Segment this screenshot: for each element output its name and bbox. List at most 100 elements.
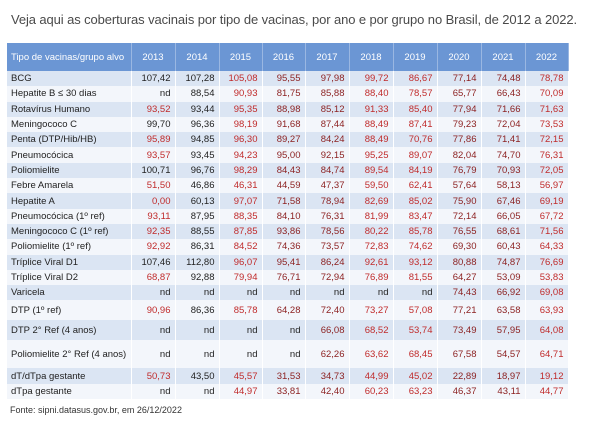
coverage-value-cell: 77,94 [437, 101, 482, 117]
vaccine-name-cell: dTpa gestante [7, 383, 132, 400]
coverage-value-cell: 70,93 [481, 162, 526, 179]
coverage-value-cell: 31,53 [262, 368, 306, 384]
coverage-value-cell: 63,62 [349, 340, 394, 369]
column-header-year: 2022 [525, 43, 569, 71]
coverage-value-cell: 74,70 [481, 147, 526, 163]
coverage-value-cell: 96,76 [175, 162, 220, 179]
source-note: Fonte: sipni.datasus.gov.br, em 26/12/20… [10, 405, 182, 415]
vaccine-name-cell: dT/dTpa gestante [7, 368, 132, 384]
coverage-value-cell: 80,22 [349, 223, 394, 240]
coverage-value-cell: 91,68 [262, 116, 306, 133]
coverage-value-cell: 89,27 [262, 132, 306, 148]
coverage-value-cell: 93,45 [175, 147, 220, 163]
coverage-value-cell: 67,72 [525, 208, 569, 224]
table-row: Pneumocócica (1º ref) 93,11 87,95 88,35 84,1… [7, 208, 569, 224]
coverage-value-cell: 57,95 [481, 320, 526, 341]
coverage-value-cell: 90,96 [131, 300, 176, 321]
coverage-value-cell: 95,25 [349, 147, 394, 163]
coverage-value-cell: 79,23 [437, 116, 482, 133]
coverage-value-cell: 76,89 [349, 269, 394, 286]
coverage-value-cell: 78,56 [305, 223, 350, 240]
coverage-value-cell: 66,92 [481, 285, 526, 301]
coverage-value-cell: 81,75 [262, 86, 306, 102]
coverage-value-cell: 63,23 [393, 383, 438, 400]
coverage-value-cell: 93,44 [175, 101, 220, 117]
table-row: Poliomielite (1º ref) 92,92 86,31 84,52 74,3… [7, 239, 569, 255]
coverage-value-cell: 51,50 [131, 178, 176, 194]
coverage-value-cell: 96,07 [219, 254, 263, 270]
coverage-value-cell: 78,57 [393, 86, 438, 102]
table-row: Rotavírus Humano 93,52 93,44 95,35 88,98 85,1… [7, 101, 569, 117]
coverage-value-cell: 89,54 [349, 162, 394, 179]
coverage-value-cell: 54,57 [481, 340, 526, 369]
vaccine-name-cell: Pneumocócica [7, 147, 132, 163]
coverage-value-cell: 72,04 [481, 116, 526, 133]
coverage-value-cell: 74,48 [481, 71, 526, 87]
table-row: dT/dTpa gestante 50,73 43,50 45,57 31,53 34,7… [7, 368, 569, 384]
coverage-value-cell: 67,58 [437, 340, 482, 369]
coverage-value-cell: 75,90 [437, 193, 482, 209]
vaccine-name-cell: BCG [7, 71, 132, 87]
coverage-value-cell: 78,94 [305, 193, 350, 209]
coverage-value-cell: 86,36 [175, 300, 220, 321]
coverage-value-cell: 105,08 [219, 71, 263, 87]
coverage-value-cell: 64,33 [525, 239, 569, 255]
coverage-value-cell: 85,12 [305, 101, 350, 117]
coverage-value-cell: 87,85 [219, 223, 263, 240]
coverage-value-cell: 71,41 [481, 132, 526, 148]
table-header-row: Tipo de vacinas/grupo alvo 2013 2014 2015 20… [7, 43, 569, 71]
column-header-year: 2019 [393, 43, 438, 71]
coverage-value-cell: 95,41 [262, 254, 306, 270]
coverage-value-cell: 96,30 [219, 132, 263, 148]
coverage-value-cell: 85,40 [393, 101, 438, 117]
coverage-value-cell: 86,31 [175, 239, 220, 255]
coverage-value-cell: 99,70 [131, 116, 176, 133]
coverage-value-cell: nd [219, 320, 263, 341]
coverage-value-cell: 64,28 [262, 300, 306, 321]
coverage-value-cell: 44,97 [219, 383, 263, 400]
coverage-value-cell: 66,08 [305, 320, 350, 341]
coverage-value-cell: 74,87 [481, 254, 526, 270]
coverage-value-cell: 53,83 [525, 269, 569, 286]
vaccine-name-cell: Meningococo C [7, 116, 132, 133]
coverage-value-cell: 44,99 [349, 368, 394, 384]
coverage-value-cell: nd [131, 285, 176, 301]
coverage-value-cell: 72,94 [305, 269, 350, 286]
coverage-value-cell: 73,53 [525, 116, 569, 133]
coverage-value-cell: nd [262, 285, 306, 301]
coverage-value-cell: nd [305, 285, 350, 301]
coverage-value-cell: 84,43 [262, 162, 306, 179]
coverage-value-cell: 64,27 [437, 269, 482, 286]
table-row: Tríplice Viral D1 107,46 112,80 96,07 95,41 8… [7, 254, 569, 270]
coverage-value-cell: 74,62 [393, 239, 438, 255]
vaccine-coverage-table: Tipo de vacinas/grupo alvo 2013 2014 2015 20… [7, 43, 569, 400]
coverage-value-cell: nd [262, 320, 306, 341]
coverage-value-cell: 46,31 [219, 178, 263, 194]
coverage-value-cell: 68,45 [393, 340, 438, 369]
coverage-value-cell: 76,31 [305, 208, 350, 224]
vaccine-name-cell: Tríplice Viral D1 [7, 254, 132, 270]
coverage-value-cell: 86,67 [393, 71, 438, 87]
coverage-value-cell: nd [131, 86, 176, 102]
coverage-value-cell: 96,36 [175, 116, 220, 133]
coverage-value-cell: 82,04 [437, 147, 482, 163]
coverage-value-cell: 107,28 [175, 71, 220, 87]
coverage-value-cell: 59,50 [349, 178, 394, 194]
coverage-value-cell: 88,55 [175, 223, 220, 240]
coverage-value-cell: 98,19 [219, 116, 263, 133]
coverage-value-cell: 57,64 [437, 178, 482, 194]
column-header-year: 2015 [219, 43, 263, 71]
coverage-value-cell: 88,54 [175, 86, 220, 102]
coverage-value-cell: 77,21 [437, 300, 482, 321]
coverage-value-cell: 91,33 [349, 101, 394, 117]
coverage-value-cell: 93,12 [393, 254, 438, 270]
coverage-value-cell: 64,71 [525, 340, 569, 369]
coverage-value-cell: 92,61 [349, 254, 394, 270]
coverage-value-cell: 73,49 [437, 320, 482, 341]
coverage-value-cell: 42,40 [305, 383, 350, 400]
coverage-value-cell: 72,14 [437, 208, 482, 224]
coverage-value-cell: 33,81 [262, 383, 306, 400]
coverage-value-cell: 70,09 [525, 86, 569, 102]
vaccine-name-cell: DTP 2° Ref (4 anos) [7, 320, 132, 341]
coverage-value-cell: 69,30 [437, 239, 482, 255]
